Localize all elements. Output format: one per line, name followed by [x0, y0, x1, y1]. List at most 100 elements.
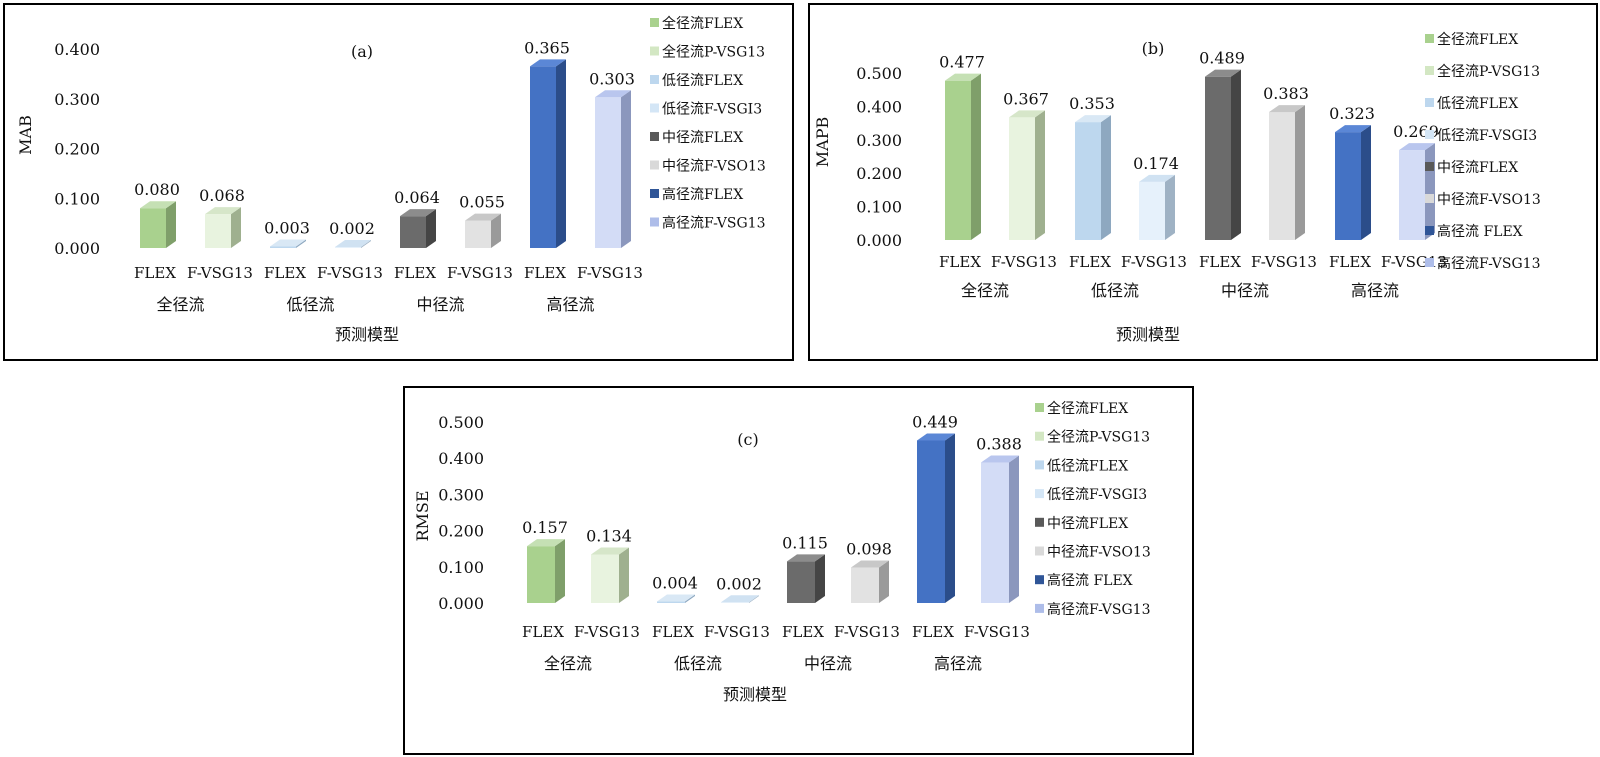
y-axis-title: MAPB: [813, 117, 832, 167]
bar-side: [426, 209, 436, 248]
bar-全径流-FLEX: [140, 201, 176, 248]
bar-top: [1335, 125, 1371, 133]
legend-swatch: [1425, 258, 1434, 267]
y-axis-title: MAB: [16, 115, 35, 155]
bar-side: [815, 554, 825, 603]
value-label: 0.134: [586, 526, 632, 545]
bar-model-label: FLEX: [264, 264, 306, 282]
legend-swatch: [1425, 34, 1434, 43]
legend-label: 中径流FLEX: [1437, 160, 1518, 176]
bar-model-label: FLEX: [652, 623, 694, 641]
legend-label: 中径流FLEX: [1047, 516, 1128, 532]
y-tick-label: 0.300: [856, 131, 902, 150]
y-tick-label: 0.100: [856, 198, 902, 217]
value-label: 0.068: [199, 186, 245, 205]
bar-top: [140, 201, 176, 209]
bar-top: [1009, 110, 1045, 118]
group-label: 全径流: [961, 281, 1009, 300]
bar-top: [465, 213, 501, 221]
bar-front: [465, 220, 491, 248]
bar-低径流-F-VSG13: [1139, 174, 1175, 240]
panel-label: (c): [737, 430, 758, 449]
bar-front: [270, 246, 296, 248]
value-label: 0.115: [782, 533, 828, 552]
bar-model-label: F-VSG13: [964, 623, 1030, 641]
legend-swatch: [1425, 162, 1434, 171]
bar-高径流-FLEX: [917, 433, 955, 603]
bar-model-label: FLEX: [524, 264, 566, 282]
bar-低径流-F-VSG13: [721, 595, 759, 603]
bar-model-label: FLEX: [782, 623, 824, 641]
bar-model-label: FLEX: [1199, 253, 1241, 271]
y-tick-label: 0.000: [856, 231, 902, 250]
bar-front: [1139, 181, 1165, 240]
legend-swatch: [650, 132, 659, 141]
bar-side: [1101, 115, 1111, 240]
value-label: 0.055: [459, 193, 505, 212]
legend-swatch: [1035, 403, 1044, 412]
legend-label: 高径流F-VSG13: [662, 215, 766, 232]
y-tick-label: 0.400: [856, 97, 902, 116]
group-label: 中径流: [416, 295, 464, 314]
bar-front: [1269, 112, 1295, 240]
y-tick-label: 0.400: [438, 449, 484, 468]
legend-label: 全径流P-VSG13: [1437, 63, 1540, 80]
legend-swatch: [650, 46, 659, 56]
bar-front: [1335, 132, 1361, 240]
bar-top: [981, 455, 1019, 463]
group-label: 中径流: [1221, 281, 1269, 300]
value-label: 0.353: [1069, 94, 1115, 113]
value-label: 0.303: [589, 69, 635, 88]
bar-side: [749, 595, 759, 603]
bar-model-label: F-VSG13: [317, 264, 383, 282]
bar-top: [917, 433, 955, 441]
y-tick-label: 0.200: [438, 522, 484, 541]
legend-swatch: [650, 103, 659, 113]
chart-panel-c: (c) 0.000 0.100 0.200 0.300 0.400 0.500 RMSE 0.1…: [403, 386, 1194, 755]
bar-front: [981, 462, 1009, 603]
panel-label: (a): [351, 42, 373, 61]
bar-中径流-FLEX: [1205, 69, 1241, 240]
bar-side: [1231, 69, 1241, 240]
legend-label: 中径流F-VSO13: [662, 159, 766, 175]
bar-side: [1295, 105, 1305, 240]
bar-高径流-FLEX: [1335, 125, 1371, 240]
value-label: 0.323: [1329, 104, 1375, 123]
legend-swatch: [650, 160, 659, 170]
bar-全径流-F-VSG13: [591, 547, 629, 603]
group-label: 中径流: [804, 654, 852, 673]
value-label: 0.489: [1199, 49, 1245, 68]
bar-model-label: FLEX: [1329, 253, 1371, 271]
bar-低径流-FLEX: [1075, 115, 1111, 240]
group-label: 全径流: [544, 654, 592, 673]
bar-front: [657, 601, 685, 603]
bar-中径流-FLEX: [400, 209, 436, 248]
legend-swatch: [1425, 66, 1434, 75]
legend-label: 低径流F-VSGI3: [1437, 128, 1537, 144]
bar-front: [1399, 150, 1425, 240]
bar-front: [527, 546, 555, 603]
y-tick-label: 0.400: [54, 40, 100, 59]
legend-label: 低径流FLEX: [662, 73, 743, 89]
x-axis-title: 预测模型: [723, 685, 787, 704]
value-label: 0.367: [1003, 89, 1049, 108]
bar-model-label: F-VSG13: [1251, 253, 1317, 271]
legend-swatch: [650, 18, 659, 27]
bar-top: [530, 59, 566, 67]
bar-side: [1035, 110, 1045, 240]
value-label: 0.002: [716, 574, 762, 593]
value-label: 0.383: [1263, 84, 1309, 103]
bar-front: [335, 247, 361, 248]
bar-top: [1139, 174, 1175, 182]
bar-side: [166, 201, 176, 248]
y-tick-label: 0.000: [54, 239, 100, 258]
legend-swatch: [1035, 489, 1044, 499]
y-tick-label: 0.300: [438, 485, 484, 504]
bar-model-label: FLEX: [1069, 253, 1111, 271]
bar-side: [685, 594, 695, 603]
panel-label: (b): [1142, 39, 1165, 58]
legend-swatch: [1425, 130, 1434, 139]
bar-front: [1205, 76, 1231, 240]
group-label: 高径流: [546, 295, 594, 314]
legend-label: 全径流FLEX: [1437, 31, 1518, 48]
